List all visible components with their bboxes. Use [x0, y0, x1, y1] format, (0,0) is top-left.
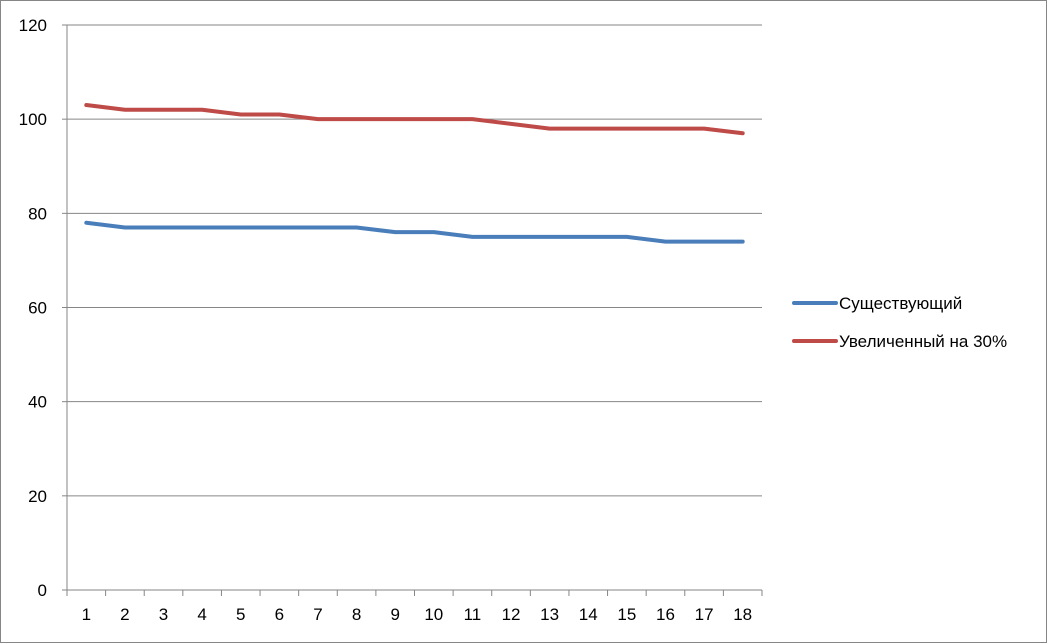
x-tick-label: 14	[579, 605, 598, 624]
x-tick-label: 4	[197, 605, 206, 624]
series-1-point	[586, 235, 590, 239]
series-2-point	[741, 131, 745, 135]
series-2-point	[84, 103, 88, 107]
series-1-point	[509, 235, 513, 239]
series-2-point	[470, 117, 474, 121]
series-2-point	[239, 112, 243, 116]
series-line-1	[84, 220, 745, 244]
series-2-point	[625, 127, 629, 131]
y-tick-label: 100	[19, 110, 47, 129]
y-tick-label: 120	[19, 16, 47, 35]
series-1-point	[548, 235, 552, 239]
series-2-point	[162, 108, 166, 112]
series-2-point	[702, 127, 706, 131]
x-tick-label: 18	[733, 605, 752, 624]
series-2-point	[509, 122, 513, 126]
series-1-point	[663, 240, 667, 244]
x-tick-label: 15	[617, 605, 636, 624]
legend: Существующий Увеличенный на 30%	[792, 294, 1007, 351]
series-1-point	[200, 225, 204, 229]
gridlines	[67, 24, 762, 497]
series-1-point	[470, 235, 474, 239]
series-1-point	[123, 225, 127, 229]
x-tick-label: 7	[313, 605, 322, 624]
series-1-point	[239, 225, 243, 229]
y-tick-label: 40	[28, 393, 47, 412]
series-2-point	[548, 127, 552, 131]
series-1-point	[741, 240, 745, 244]
series-1-point	[277, 225, 281, 229]
legend-label-2: Увеличенный на 30%	[839, 332, 1007, 351]
series-2-point	[355, 117, 359, 121]
x-tick-label: 12	[502, 605, 521, 624]
legend-label-1: Существующий	[839, 294, 962, 313]
x-axis-tick-labels: 1 2 3 4 5 6 7 8 9 10 11 12 13 14 15 16 17 18	[82, 605, 753, 624]
series-1-point	[393, 230, 397, 234]
data-series	[84, 103, 745, 244]
series-2-point	[200, 108, 204, 112]
series-2-point	[393, 117, 397, 121]
x-tick-label: 5	[236, 605, 245, 624]
y-tick-label: 80	[28, 204, 47, 223]
axes	[62, 24, 763, 596]
x-tick-label: 2	[120, 605, 129, 624]
x-tick-label: 6	[275, 605, 284, 624]
y-tick-label: 60	[28, 299, 47, 318]
series-2-point	[663, 127, 667, 131]
series-2-point	[123, 108, 127, 112]
x-tick-label: 17	[695, 605, 714, 624]
series-1-point	[162, 225, 166, 229]
x-tick-label: 1	[82, 605, 91, 624]
series-2-point	[432, 117, 436, 121]
series-2-point	[316, 117, 320, 121]
series-1-point	[432, 230, 436, 234]
series-1-point	[702, 240, 706, 244]
x-tick-label: 11	[464, 605, 482, 624]
y-tick-label: 0	[38, 581, 47, 600]
x-tick-label: 8	[352, 605, 361, 624]
series-line-2	[84, 103, 745, 136]
y-axis-tick-labels: 0 20 40 60 80 100 120	[19, 16, 47, 600]
series-1-point	[625, 235, 629, 239]
x-tick-label: 9	[390, 605, 399, 624]
series-1-point	[355, 225, 359, 229]
x-tick-label: 16	[656, 605, 675, 624]
y-tick-label: 20	[28, 487, 47, 506]
series-1-point	[84, 221, 88, 225]
x-tick-label: 3	[159, 605, 168, 624]
series-1-point	[316, 225, 320, 229]
x-tick-label: 10	[424, 605, 443, 624]
x-tick-label: 13	[540, 605, 559, 624]
series-2-point	[277, 112, 281, 116]
series-2-point	[586, 127, 590, 131]
